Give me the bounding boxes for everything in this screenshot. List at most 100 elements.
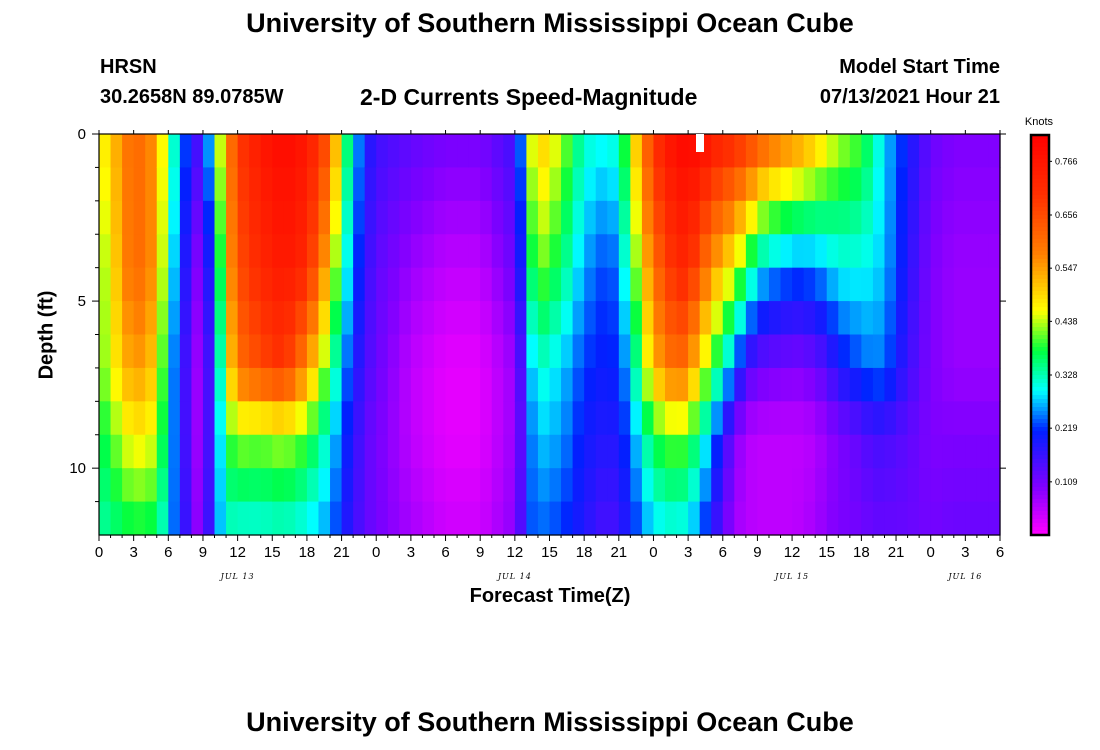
heatmap-cell (884, 267, 897, 302)
heatmap-cell (376, 167, 389, 202)
heatmap-cell (884, 234, 897, 269)
heatmap-cell (907, 267, 920, 302)
heatmap-cell (676, 367, 689, 402)
heatmap-cell (341, 501, 354, 536)
heatmap-cell (214, 167, 227, 202)
heatmap-cell (734, 434, 747, 469)
heatmap-cell (457, 468, 470, 503)
heatmap-cell (260, 167, 273, 202)
heatmap-cell (537, 134, 551, 169)
heatmap-cell (722, 301, 735, 336)
colorbar-segment (1031, 351, 1049, 356)
heatmap-cell (376, 301, 389, 336)
heatmap-cell (641, 401, 655, 436)
heatmap-cell (110, 267, 123, 302)
heatmap-cell (318, 334, 331, 369)
heatmap-cell (872, 200, 886, 235)
heatmap-cell (942, 301, 955, 336)
heatmap-cell (202, 167, 216, 202)
heatmap-cell (226, 267, 239, 302)
heatmap-cell (549, 434, 562, 469)
heatmap-cell (202, 334, 216, 369)
heatmap-cell (526, 434, 539, 469)
heatmap-cell (549, 468, 562, 503)
heatmap-cell (306, 401, 320, 436)
heatmap-cell (780, 468, 793, 503)
heatmap-cell (330, 401, 343, 436)
heatmap-cell (537, 200, 551, 235)
heatmap-cell (745, 167, 759, 202)
heatmap-cell (387, 334, 400, 369)
heatmap-cell (133, 234, 146, 269)
colorbar-segment (1031, 151, 1049, 156)
heatmap-cell (306, 434, 320, 469)
heatmap-cell (179, 200, 193, 235)
colorbar-segment (1031, 243, 1049, 248)
heatmap-cell (191, 134, 204, 169)
heatmap-cell (99, 434, 112, 469)
heatmap-cell (503, 334, 516, 369)
heatmap-cell (480, 367, 493, 402)
heatmap-cell (99, 334, 112, 369)
heatmap-cell (410, 334, 424, 369)
heatmap-cell (965, 434, 978, 469)
heatmap-cell (526, 401, 539, 436)
heatmap-cell (803, 434, 816, 469)
heatmap-cell (988, 468, 1001, 503)
heatmap-cell (514, 367, 527, 402)
heatmap-cell (353, 434, 366, 469)
heatmap-cell (468, 501, 481, 536)
heatmap-cell (861, 200, 874, 235)
heatmap-cell (330, 301, 343, 336)
heatmap-cell (919, 301, 932, 336)
heatmap-cell (364, 200, 377, 235)
heatmap-cell (249, 401, 262, 436)
colorbar-segment (1031, 231, 1049, 236)
heatmap-cell (249, 134, 262, 169)
heatmap-cell (179, 501, 193, 536)
heatmap-cell (156, 267, 169, 302)
heatmap-cell (768, 200, 782, 235)
colorbar-segment (1031, 515, 1049, 520)
heatmap-cell (168, 434, 181, 469)
heatmap-cell (468, 334, 481, 369)
heatmap-cell (838, 267, 851, 302)
heatmap-cell (665, 134, 678, 169)
heatmap-cell (422, 401, 435, 436)
heatmap-cell (595, 501, 608, 536)
heatmap-cell (849, 134, 862, 169)
heatmap-cell (838, 134, 851, 169)
heatmap-cell (249, 167, 262, 202)
heatmap-cell (237, 468, 250, 503)
colorbar-segment (1031, 219, 1049, 224)
heatmap-cell (896, 434, 909, 469)
colorbar-segment (1031, 267, 1049, 272)
heatmap-cell (491, 434, 504, 469)
heatmap-cell (156, 234, 169, 269)
heatmap-cell (549, 167, 562, 202)
heatmap-cell (792, 200, 805, 235)
heatmap-cell (919, 234, 932, 269)
heatmap-cell (665, 401, 678, 436)
heatmap-cell (202, 468, 216, 503)
heatmap-cell (826, 434, 839, 469)
heatmap-cell (514, 134, 527, 169)
heatmap-cell (122, 434, 135, 469)
heatmap-cell (584, 134, 597, 169)
heatmap-cell (930, 367, 943, 402)
heatmap-cell (433, 134, 447, 169)
heatmap-cell (884, 200, 897, 235)
heatmap-cell (745, 401, 759, 436)
x-tick-label: 3 (684, 544, 692, 561)
colorbar-segment (1031, 343, 1049, 348)
heatmap-cell (815, 301, 828, 336)
heatmap-cell (145, 434, 158, 469)
heatmap-cell (688, 334, 701, 369)
heatmap-cell (896, 234, 909, 269)
heatmap-cell (734, 167, 747, 202)
heatmap-cell (260, 267, 273, 302)
heatmap-cell (480, 401, 493, 436)
heatmap-cell (872, 334, 886, 369)
heatmap-cell (803, 367, 816, 402)
